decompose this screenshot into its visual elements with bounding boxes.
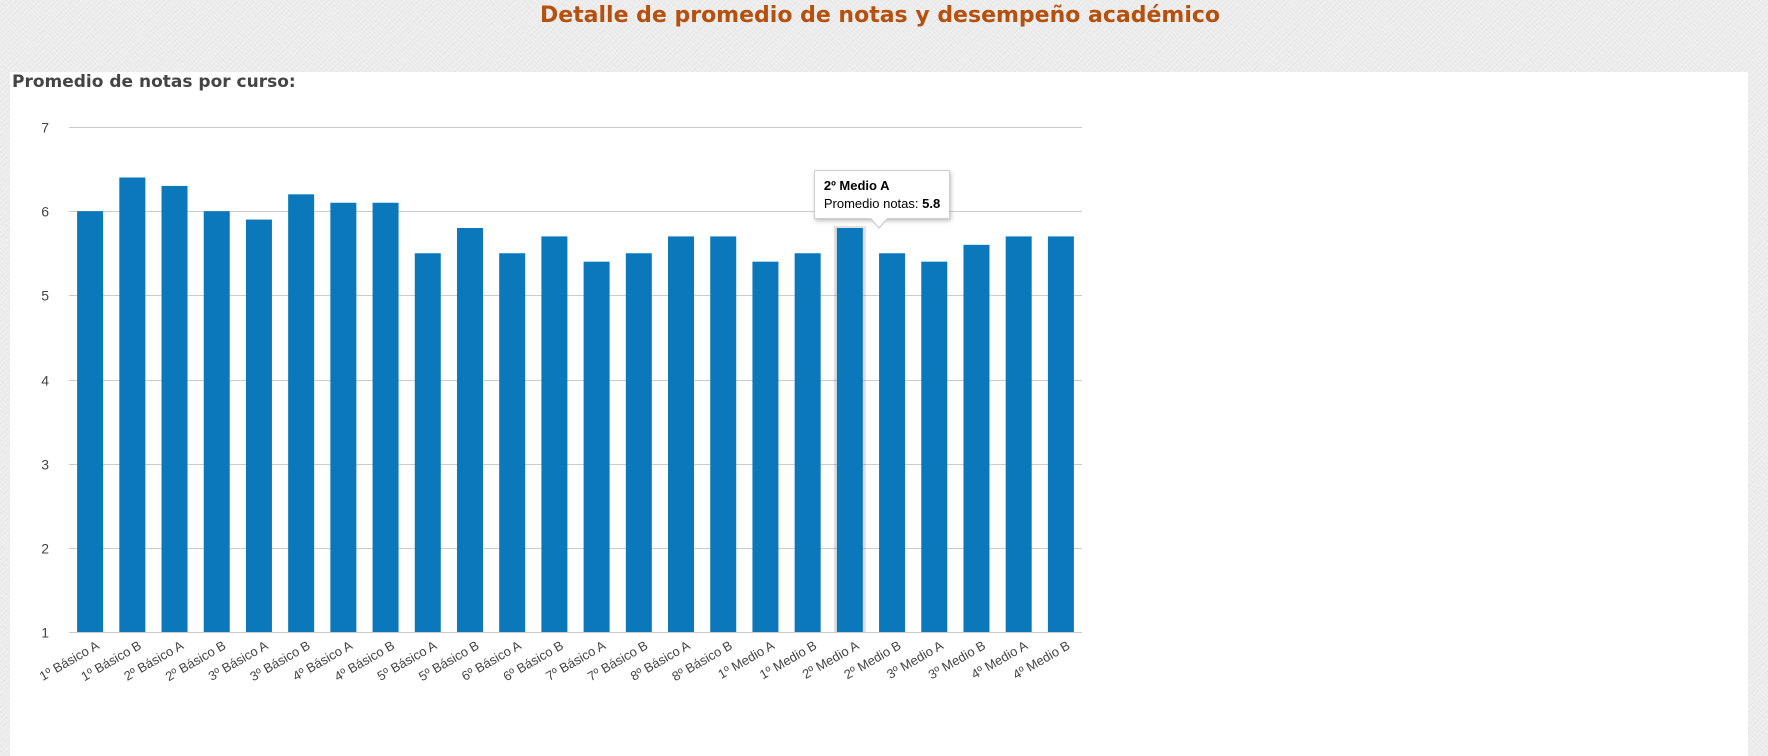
bar[interactable] [77, 211, 104, 632]
y-tick-label: 5 [41, 288, 49, 304]
bar[interactable] [794, 253, 821, 632]
bars[interactable] [77, 177, 1074, 633]
bar[interactable] [836, 228, 863, 632]
bar[interactable] [541, 236, 568, 632]
y-tick-label: 4 [41, 373, 49, 389]
grid-lines [69, 127, 1082, 633]
bar[interactable] [203, 211, 230, 632]
bar[interactable] [583, 261, 610, 632]
bar[interactable] [668, 236, 695, 632]
y-tick-label: 1 [41, 625, 49, 641]
bar[interactable] [625, 253, 652, 632]
section-title: Promedio de notas por curso: [12, 72, 296, 92]
bar[interactable] [963, 244, 990, 633]
bar[interactable] [1005, 236, 1032, 632]
x-axis-ticks: 1º Básico A1º Básico B2º Básico A2º Bási… [37, 637, 1073, 684]
chart-panel: Promedio de notas por curso: 1 2 3 4 5 6 7 1º … [10, 72, 1748, 756]
tooltip-title: 2º Medio A [823, 178, 890, 193]
bar[interactable] [921, 261, 948, 632]
y-axis-ticks: 1 2 3 4 5 6 7 [41, 120, 49, 641]
tooltip-body: Promedio notas: 5.8 [824, 195, 940, 213]
bar[interactable] [456, 228, 483, 632]
bar-chart: 1 2 3 4 5 6 7 1º Básico A1º Básico B2º Básico … [37, 120, 1082, 684]
bar[interactable] [161, 185, 188, 632]
bar[interactable] [330, 202, 357, 632]
page-title: Detalle de promedio de notas y desempeño… [539, 3, 1221, 28]
bar[interactable] [879, 253, 906, 632]
bar[interactable] [372, 202, 399, 632]
bar[interactable] [752, 261, 779, 632]
tooltip-label: Promedio notas: [823, 196, 919, 211]
y-tick-label: 2 [41, 541, 49, 557]
bar[interactable] [414, 253, 441, 632]
bar[interactable] [288, 194, 315, 632]
y-tick-label: 7 [41, 120, 49, 136]
bar[interactable] [245, 219, 272, 633]
bar[interactable] [499, 253, 526, 632]
bar[interactable] [710, 236, 737, 632]
bar[interactable] [119, 177, 146, 633]
y-tick-label: 6 [41, 204, 49, 220]
bar[interactable] [1047, 236, 1074, 632]
bar-tooltip: 2º Medio A Promedio notas: 5.8 [813, 170, 951, 229]
tooltip-arrow-fill [869, 217, 888, 227]
tooltip-value: 5.8 [922, 196, 941, 211]
y-tick-label: 3 [41, 457, 49, 473]
